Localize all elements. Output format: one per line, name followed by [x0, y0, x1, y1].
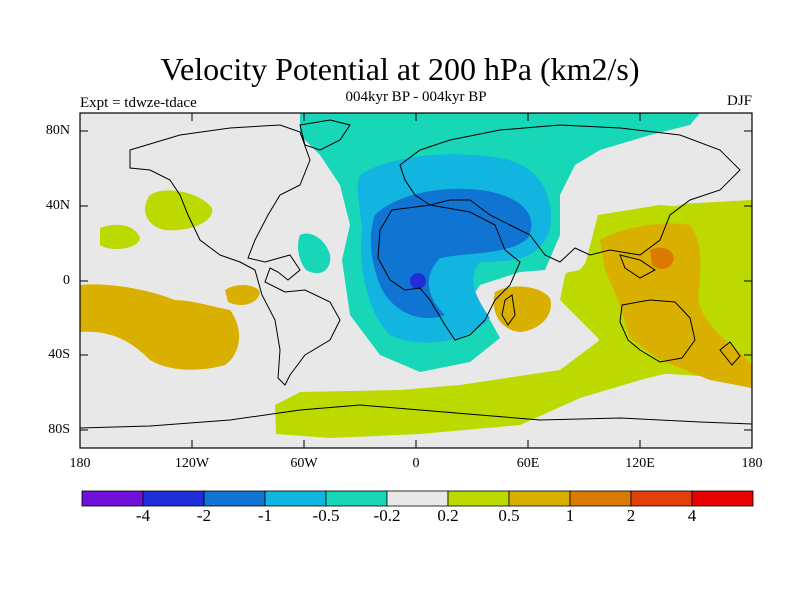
lon-tick-label: 60E [516, 456, 540, 471]
lon-tick-label: 60W [290, 456, 318, 471]
colorbar [81, 490, 754, 507]
lon-tick-label: 0 [412, 456, 420, 471]
field-negative-minimum [410, 273, 426, 289]
colorbar-label: 2 [626, 506, 636, 525]
patch-maritime-orange [600, 223, 752, 388]
patch-pacific-positive [100, 224, 140, 250]
lon-tick-label: 180 [741, 456, 763, 471]
colorbar-swatch [142, 490, 205, 507]
colorbar-label: -1 [257, 506, 273, 525]
colorbar-label: 0.2 [437, 506, 459, 525]
colorbar-swatch [691, 490, 754, 507]
lon-tick-label: 120W [174, 456, 210, 471]
contour-fields [80, 113, 752, 448]
colorbar-swatch [508, 490, 571, 507]
eurasia-outline [399, 124, 741, 263]
patch-teal-small [298, 233, 331, 274]
indonesia-outline [619, 254, 656, 279]
experiment-label: Expt = tdwze-tdace [80, 95, 197, 111]
antarctica-outline [80, 404, 752, 429]
colorbar-swatch [81, 490, 144, 507]
newzealand-outline [719, 341, 741, 366]
colorbar-label: -2 [196, 506, 212, 525]
colorbar-swatch [569, 490, 632, 507]
lat-tick-label: 40N [45, 198, 70, 213]
colorbar-swatch [447, 490, 510, 507]
coastlines [80, 119, 752, 429]
lon-tick-label: 120E [625, 456, 655, 471]
colorbar-label: -0.2 [373, 506, 401, 525]
lat-tick-label: 0 [63, 273, 70, 288]
season-label: DJF [726, 93, 752, 109]
lon-tick-label: 180 [69, 456, 91, 471]
australia-outline [619, 299, 696, 363]
lat-tick-label: 80N [45, 123, 70, 138]
plot-subtitle: 004kyr BP - 004kyr BP [345, 89, 487, 105]
colorbar-label: -4 [135, 506, 151, 525]
colorbar-swatch [325, 490, 388, 507]
patch-pacific-orange [80, 284, 240, 370]
field-negative-blue [370, 188, 532, 319]
colorbar-label: -0.5 [312, 506, 340, 525]
greenland-outline [299, 119, 351, 151]
lat-tick-label: 40S [48, 347, 70, 362]
colorbar-label: 0.5 [498, 506, 520, 525]
patch-pacific-orange-small [225, 284, 260, 305]
madagascar-outline [501, 294, 516, 326]
patch-maritime-darkorange [650, 247, 674, 270]
colorbar-label: 1 [565, 506, 575, 525]
colorbar-label: 4 [687, 506, 697, 525]
colorbar-swatch [630, 490, 693, 507]
field-neutral-west [80, 175, 340, 405]
plot-title: Velocity Potential at 200 hPa (km2/s) [160, 51, 640, 87]
colorbar-swatch [203, 490, 266, 507]
lat-tick-label: 80S [48, 422, 70, 437]
colorbar-swatch [386, 490, 449, 507]
axis-ticks [80, 113, 752, 448]
africa-outline [377, 204, 521, 341]
patch-na-positive [145, 190, 213, 231]
colorbar-swatch [264, 490, 327, 507]
americas-outline [129, 124, 341, 386]
